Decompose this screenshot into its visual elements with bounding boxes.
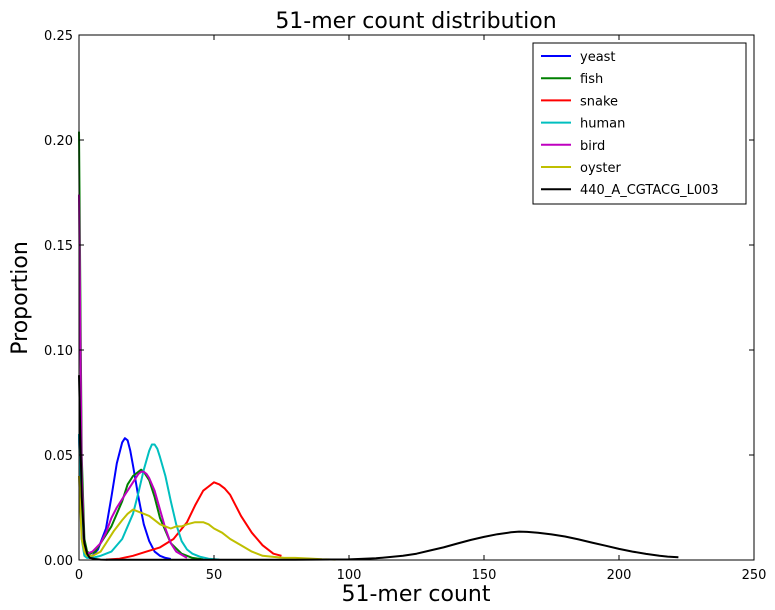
y-tick-label: 0.20 bbox=[44, 134, 73, 149]
legend-label: snake bbox=[580, 94, 618, 109]
legend: yeast fish snake human bird oyster 440_A_CGTAC… bbox=[532, 42, 747, 205]
series-line-4 bbox=[78, 194, 188, 559]
x-tick-label: 0 bbox=[75, 568, 83, 583]
legend-label: fish bbox=[580, 72, 603, 87]
series-line-5 bbox=[78, 475, 336, 561]
legend-label: human bbox=[580, 117, 625, 132]
axes: 0 50 100 150 200 250 0.00 0.05 0.10 0.15 0.20 0.25 bbox=[44, 29, 766, 583]
x-axis-title: 51-mer count bbox=[341, 582, 490, 607]
x-tick-label: 150 bbox=[472, 568, 497, 583]
legend-label: 440_A_CGTACG_L003 bbox=[580, 183, 719, 198]
x-tick-label: 250 bbox=[742, 568, 767, 583]
y-tick-label: 0.00 bbox=[44, 554, 73, 569]
legend-label: bird bbox=[580, 139, 605, 154]
x-tick-label: 100 bbox=[337, 568, 362, 583]
legend-label: yeast bbox=[580, 50, 616, 65]
plot-frame bbox=[78, 34, 755, 561]
y-axis-title: Proportion bbox=[8, 241, 33, 355]
x-tick-label: 50 bbox=[206, 568, 223, 583]
y-tick-label: 0.05 bbox=[44, 449, 73, 464]
series-line-2 bbox=[105, 481, 282, 561]
legend-label: oyster bbox=[580, 161, 622, 176]
chart-title: 51-mer count distribution bbox=[275, 9, 556, 34]
x-tick-label: 200 bbox=[607, 568, 632, 583]
y-tick-label: 0.25 bbox=[44, 29, 73, 44]
y-tick-label: 0.10 bbox=[44, 344, 73, 359]
y-tick-label: 0.15 bbox=[44, 239, 73, 254]
